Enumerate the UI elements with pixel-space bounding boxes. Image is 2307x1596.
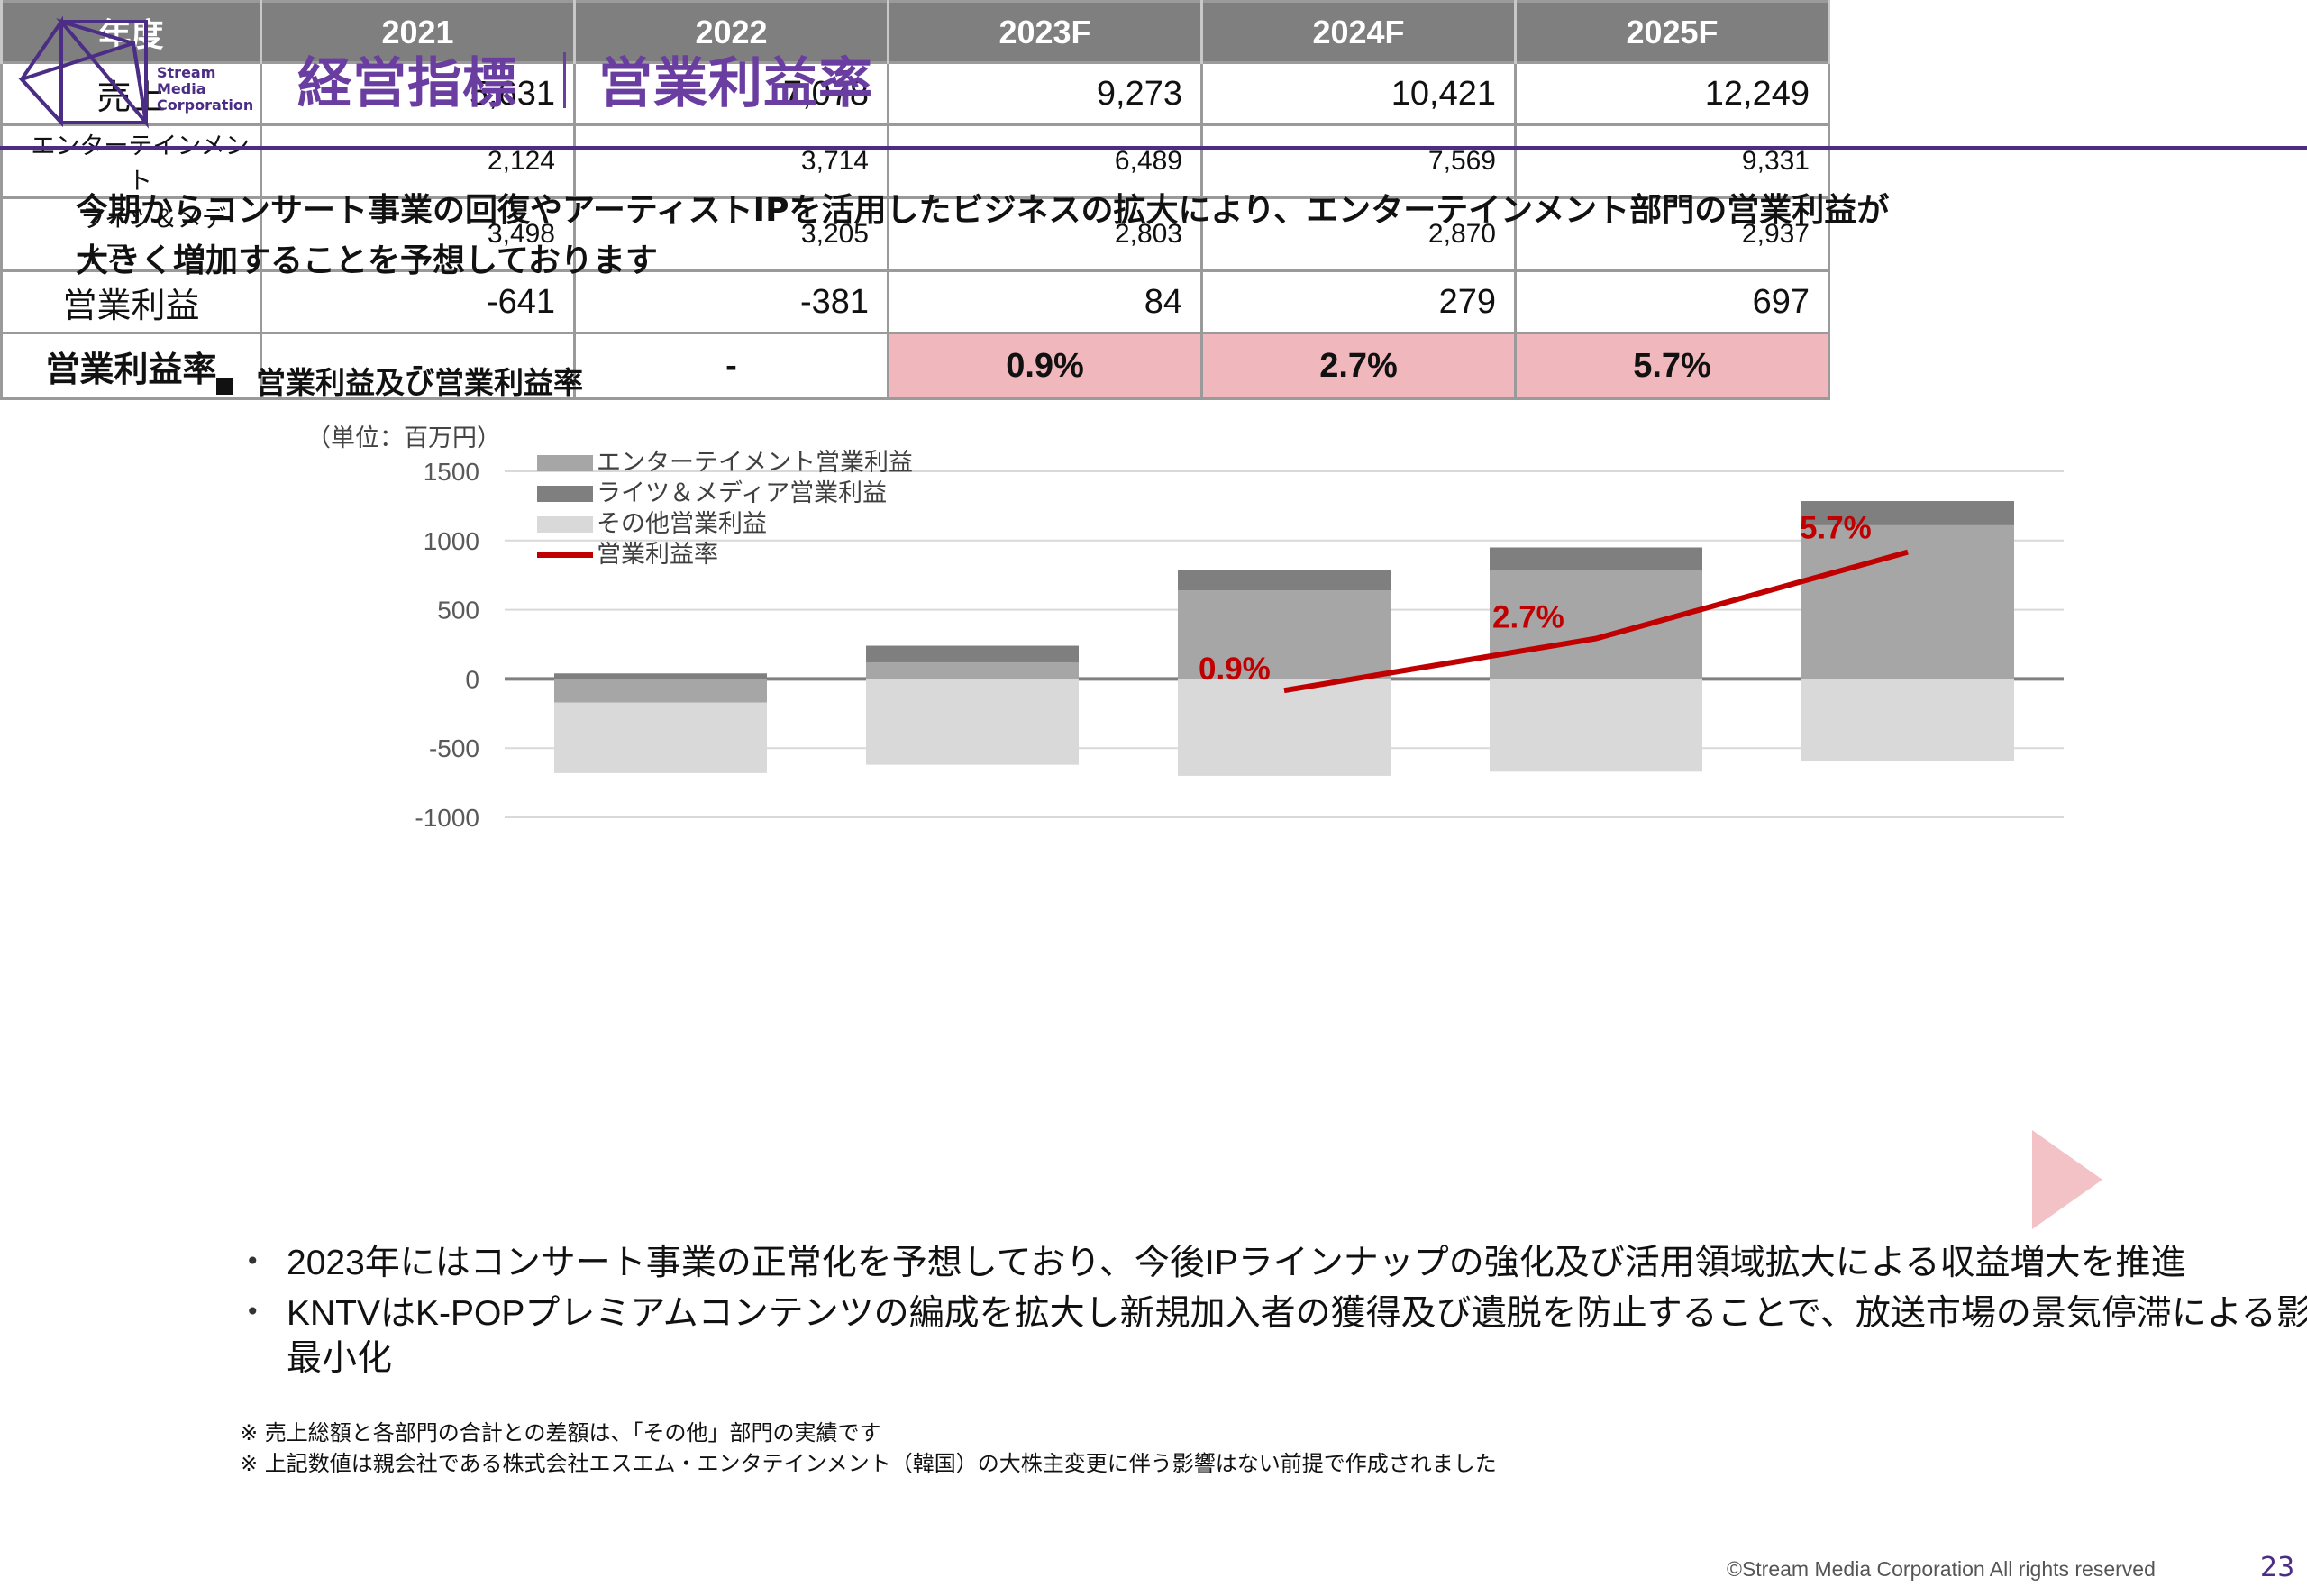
logo-text-line-1: Stream (157, 64, 216, 81)
bar-segment (554, 673, 767, 679)
bar-segment (1490, 570, 1702, 679)
lead-line-2: 大きく増加することを予想しております (76, 242, 658, 279)
table-header-2022: 2022 (573, 1, 889, 63)
table-row-operating-profit: 営業利益 -641 -381 84 279 697 (0, 269, 1830, 334)
table-row-sales: 売上 5,631 7,078 9,273 10,421 12,249 (0, 61, 1830, 126)
table-cell: 697 (1514, 269, 1830, 334)
table-header-2024f: 2024F (1200, 1, 1517, 63)
right-arrow-icon (2032, 1130, 2102, 1229)
table-cell: 9,331 (1514, 123, 1830, 199)
table-cell: - (573, 332, 889, 400)
bar-segment (1178, 570, 1391, 591)
table-cell: 9,273 (887, 61, 1203, 126)
page-subtitle: 営業利益率 (598, 52, 873, 115)
table-cell: 7,078 (573, 61, 889, 126)
chart-heading-bullet (216, 378, 233, 395)
legend-label: ライツ＆メディア営業利益 (597, 479, 887, 507)
table-cell: 2,124 (260, 123, 576, 199)
y-tick-label: -500 (429, 734, 479, 762)
table-header-year: 年度 (0, 1, 262, 63)
legend-swatch (537, 455, 593, 471)
table-header-2025f: 2025F (1514, 1, 1830, 63)
table-row-entertainment: エンターテインメント 2,124 3,714 6,489 7,569 9,331 (0, 123, 1830, 199)
y-tick-label: 1000 (424, 527, 479, 555)
chart-unit-label: （単位：百万円） (306, 424, 501, 452)
chart-heading: 営業利益及び営業利益率 (256, 365, 583, 400)
bar-segment (1490, 547, 1702, 570)
bar-segment (554, 702, 767, 773)
bar-segment (1178, 590, 1391, 679)
table-cell: -641 (260, 269, 576, 334)
table-cell: 279 (1200, 269, 1517, 334)
table-cell: -381 (573, 269, 889, 334)
bullet-2-line-2: 最小化 (287, 1339, 393, 1378)
bar-segment (866, 645, 1079, 662)
bar-segment (1490, 679, 1702, 772)
table-cell: 7,569 (1200, 123, 1517, 199)
table-cell: 3,498 (260, 196, 576, 272)
page-title: 経営指標 (297, 52, 517, 115)
bullet-2-line-1: KNTVはK-POPプレミアムコンテンツの編成を拡大し新規加入者の獲得及び遺脱を… (287, 1294, 2307, 1333)
y-tick-label: 500 (437, 597, 479, 625)
table-cell: 6,489 (887, 123, 1203, 199)
note-2: ※ 上記数値は親会社である株式会社エスエム・エンタテインメント（韓国）の大株主変… (240, 1451, 1497, 1476)
table-header-row: 年度 2021 2022 2023F 2024F 2025F (0, 1, 1830, 63)
table-cell: 84 (887, 269, 1203, 334)
table-cell-highlight: 5.7% (1514, 332, 1830, 400)
bar-segment (1801, 524, 2014, 679)
margin-data-label: 5.7% (1800, 511, 1872, 546)
legend-swatch (537, 486, 593, 502)
legend-label: エンターテイメント営業利益 (597, 449, 913, 477)
table-row-rights-media: ライツ＆メディア 3,498 3,205 2,803 2,870 2,937 (0, 196, 1830, 272)
row-label: ライツ＆メディア (0, 196, 262, 272)
operating-profit-chart: （単位：百万円） 1500 1000 500 0 -500 -1000 0.9% 2.7% 5.7… (306, 424, 2064, 832)
copyright: ©Stream Media Corporation All rights res… (1727, 1557, 2156, 1581)
margin-data-label: 0.9% (1199, 652, 1271, 687)
margin-line (1283, 549, 1909, 694)
bar-segment (866, 661, 1079, 679)
table-cell: 10,421 (1200, 61, 1517, 126)
legend-label: その他営業利益 (597, 510, 767, 538)
table-cell: - (260, 332, 576, 400)
table-cell: 2,937 (1514, 196, 1830, 272)
logo-text-line-2: Media (157, 80, 206, 97)
title-separator (563, 52, 566, 108)
table-cell: 5,631 (260, 61, 576, 126)
row-label: 営業利益 (0, 269, 262, 334)
table-cell: 2,803 (887, 196, 1203, 272)
logo-text-line-3: Corporation (157, 96, 254, 114)
legend-swatch (537, 516, 593, 533)
table-cell-highlight: 2.7% (1200, 332, 1517, 400)
y-tick-label: -1000 (415, 804, 479, 832)
lead-line-1: 今期からコンサート事業の回復やアーティストIPを活用したビジネスの拡大により、エ… (76, 192, 1890, 229)
table-cell: 2,870 (1200, 196, 1517, 272)
bar-segment (554, 679, 767, 703)
table-cell: 3,205 (573, 196, 889, 272)
y-tick-label: 0 (465, 665, 479, 693)
bullet-dot: • (245, 1246, 260, 1276)
bar-segment (1801, 501, 2014, 525)
bar-segment (866, 679, 1079, 765)
table-cell: 12,249 (1514, 61, 1830, 126)
note-1: ※ 売上総額と各部門の合計との差額は、「その他」部門の実績です (240, 1420, 881, 1446)
bar-segment (1178, 679, 1391, 776)
bar-segment (1801, 679, 2014, 762)
bullet-1-line-1: 2023年にはコンサート事業の正常化を予想しており、今後IPラインナップの強化及… (287, 1244, 2186, 1282)
page-number: 23 (2260, 1552, 2295, 1583)
margin-data-label: 2.7% (1492, 600, 1564, 635)
bullet-dot: • (245, 1297, 260, 1327)
financial-table: 年度 2021 2022 2023F 2024F 2025F 売上 5,631 … (0, 0, 1830, 400)
table-header-2023f: 2023F (887, 1, 1203, 63)
legend-label: 営業利益率 (597, 541, 718, 569)
y-tick-label: 1500 (424, 458, 479, 486)
table-cell: 3,714 (573, 123, 889, 199)
table-cell-highlight: 0.9% (887, 332, 1203, 400)
table-header-2021: 2021 (260, 1, 576, 63)
stream-media-logo-icon (18, 16, 150, 129)
header-rule (0, 146, 2307, 150)
